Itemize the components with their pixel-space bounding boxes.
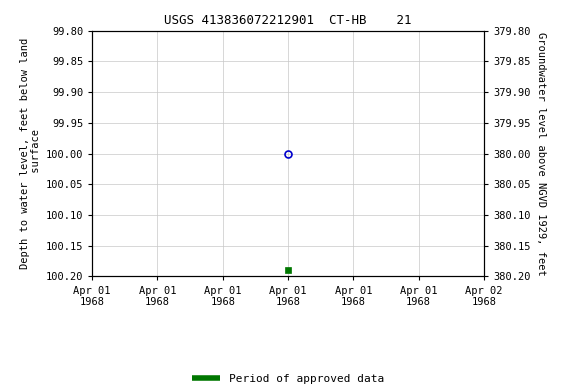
Legend: Period of approved data: Period of approved data	[188, 370, 388, 384]
Y-axis label: Groundwater level above NGVD 1929, feet: Groundwater level above NGVD 1929, feet	[536, 32, 546, 275]
Title: USGS 413836072212901  CT-HB    21: USGS 413836072212901 CT-HB 21	[164, 14, 412, 27]
Y-axis label: Depth to water level, feet below land
 surface: Depth to water level, feet below land su…	[20, 38, 41, 269]
